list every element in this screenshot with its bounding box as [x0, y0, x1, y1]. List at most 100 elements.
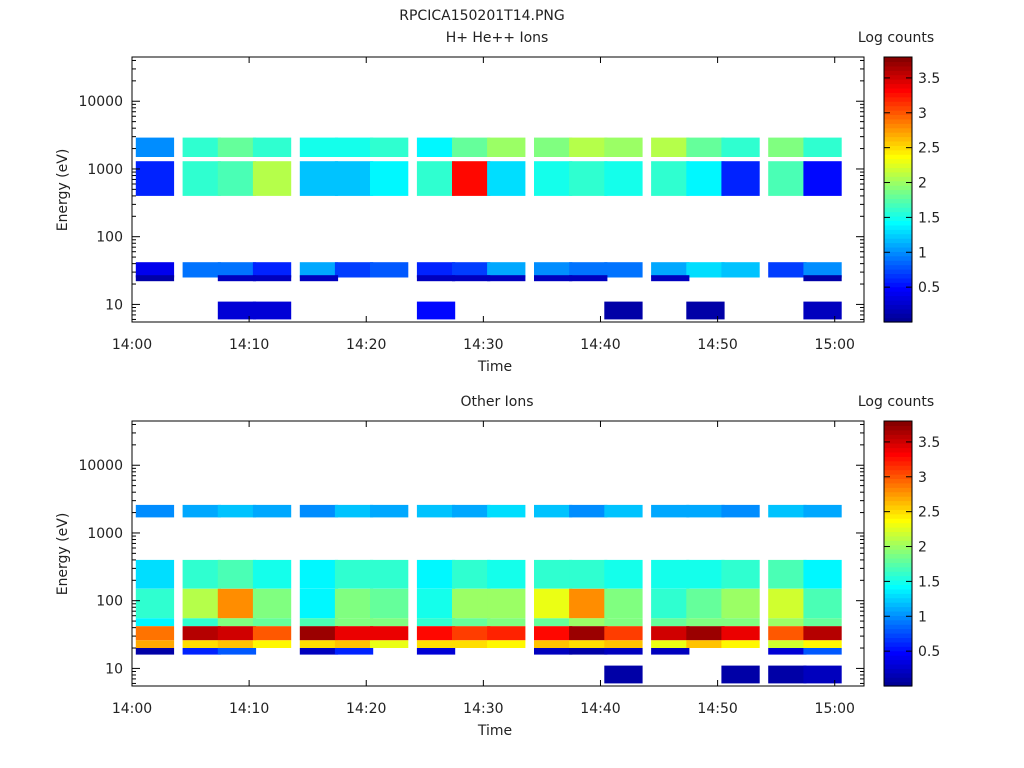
heatmap-cell	[487, 161, 526, 196]
heatmap-cell	[182, 626, 221, 641]
colorbar-segment	[884, 628, 912, 634]
heatmap-cell	[334, 618, 374, 627]
heatmap-cell	[768, 648, 807, 655]
colorbar-segment	[884, 584, 912, 590]
heatmap-cell	[569, 161, 608, 196]
colorbar-segment	[884, 229, 912, 235]
heatmap-cell	[604, 640, 643, 648]
colorbar-segment	[884, 286, 912, 292]
colorbar-tick-label: 3.5	[918, 71, 940, 87]
x-tick-label: 14:40	[580, 701, 620, 717]
heatmap-cell	[487, 137, 526, 157]
colorbar-segment	[884, 575, 912, 581]
heatmap-cell	[416, 262, 456, 278]
heatmap-cell	[135, 262, 175, 278]
heatmap-cell	[487, 626, 526, 641]
heatmap-cells	[135, 137, 842, 320]
colorbar-segment	[884, 566, 912, 572]
colorbar-segment	[884, 544, 912, 550]
colorbar-segment	[884, 96, 912, 102]
y-tick-label: 10	[105, 661, 123, 677]
colorbar-segment	[884, 434, 912, 440]
colorbar-segment	[884, 504, 912, 510]
heatmap-cell	[604, 301, 643, 320]
heatmap-cell	[370, 559, 409, 589]
colorbar-segment	[884, 282, 912, 288]
colorbar-segment	[884, 513, 912, 519]
heatmap-cell	[370, 262, 409, 278]
colorbar-segment	[884, 633, 912, 639]
colorbar-tick-label: 1	[918, 245, 927, 261]
heatmap-cell	[534, 626, 573, 641]
heatmap-cell	[721, 588, 760, 619]
heatmap-cell	[135, 588, 175, 619]
heatmap-cell	[182, 137, 221, 157]
colorbar-segment	[884, 637, 912, 643]
heatmap-cell	[416, 588, 456, 619]
heatmap-cell	[569, 559, 608, 589]
colorbar-segment	[884, 668, 912, 674]
heatmap-cell	[651, 648, 690, 655]
heatmap-cell	[651, 588, 690, 619]
heatmap-cell	[651, 137, 690, 157]
heatmap-cell	[217, 648, 257, 655]
x-tick-label: 14:20	[346, 337, 386, 353]
colorbar-segment	[884, 531, 912, 537]
colorbar-segment	[884, 74, 912, 80]
heatmap-cell	[370, 504, 409, 518]
heatmap-cell	[135, 626, 175, 641]
colorbar-segment	[884, 238, 912, 244]
heatmap-cell	[452, 504, 491, 518]
heatmap-cell	[803, 665, 842, 684]
y-tick-label: 10000	[78, 94, 123, 110]
colorbar-segment	[884, 127, 912, 133]
colorbar-segment	[884, 61, 912, 67]
colorbar-segment	[884, 518, 912, 524]
heatmap-cell	[487, 504, 526, 518]
colorbar-segment	[884, 83, 912, 89]
heatmap-cell	[604, 161, 643, 196]
heatmap-cell	[135, 275, 175, 282]
heatmap-cell	[370, 161, 409, 196]
heatmap-cell	[252, 640, 292, 648]
heatmap-cell	[182, 262, 221, 278]
colorbar-segment	[884, 469, 912, 475]
heatmap-cell	[721, 262, 760, 278]
heatmap-cell	[721, 559, 760, 589]
colorbar-segment	[884, 185, 912, 191]
heatmap-cell	[416, 301, 456, 320]
heatmap-cell	[334, 588, 374, 619]
heatmap-cell	[252, 137, 292, 157]
heatmap-cell	[416, 648, 456, 655]
y-tick-label: 100	[96, 230, 123, 246]
heatmap-cell	[803, 618, 842, 627]
colorbar-tick-label: 2.5	[918, 141, 940, 157]
heatmap-cell	[803, 301, 842, 320]
colorbar-segment	[884, 132, 912, 138]
colorbar-segment	[884, 677, 912, 683]
heatmap-cell	[569, 648, 608, 655]
colorbar-segment	[884, 421, 912, 427]
heatmap-cell	[569, 137, 608, 157]
heatmap-cell	[721, 161, 760, 196]
heatmap-cell	[182, 504, 221, 518]
heatmap-cell	[299, 559, 339, 589]
colorbar-segment	[884, 443, 912, 449]
colorbar-segment	[884, 487, 912, 493]
y-axis-label: Energy (eV)	[55, 149, 71, 232]
colorbar-tick-label: 1.5	[918, 574, 940, 590]
x-tick-label: 14:10	[229, 337, 269, 353]
heatmap-cell	[803, 504, 842, 518]
heatmap-cell	[299, 262, 339, 278]
colorbar-tick-label: 3.5	[918, 435, 940, 451]
x-tick-label: 14:50	[697, 701, 737, 717]
x-tick-label: 14:30	[463, 701, 503, 717]
colorbar-segment	[884, 154, 912, 160]
heatmap-cell	[803, 275, 842, 282]
heatmap-cell	[604, 588, 643, 619]
heatmap-cell	[252, 588, 292, 619]
heatmap-cell	[217, 504, 257, 518]
colorbar-segment	[884, 317, 912, 323]
colorbar-segment	[884, 167, 912, 173]
